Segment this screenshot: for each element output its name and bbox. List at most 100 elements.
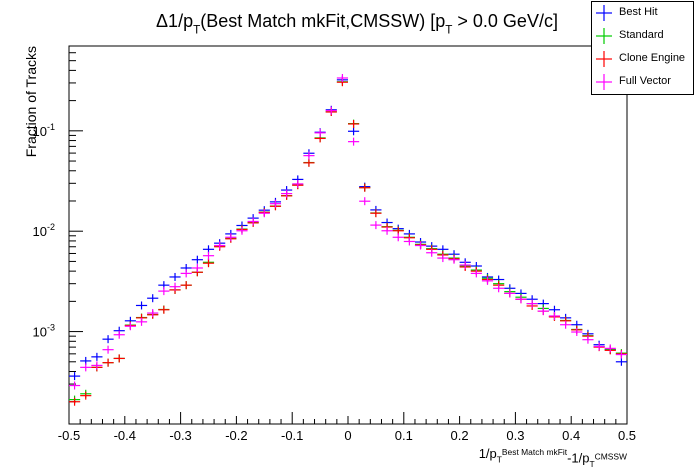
data-point [225, 233, 237, 242]
data-point [493, 284, 505, 293]
data-point [403, 237, 415, 246]
data-point [147, 309, 159, 318]
data-point [292, 179, 304, 188]
data-point [135, 301, 148, 310]
series-standard [69, 77, 627, 404]
legend-marker-standard [596, 28, 612, 44]
data-point [381, 226, 393, 235]
data-point [615, 357, 627, 366]
data-point [158, 287, 170, 296]
chart-title-text: Δ1/pT(Best Match mkFit,CMSSW) [pT > 0.0 … [156, 11, 558, 36]
data-point [303, 151, 315, 160]
data-point [325, 106, 337, 115]
legend: Best Hit Standard Clone Engine Full Vect… [591, 1, 694, 95]
data-point [537, 307, 549, 316]
data-point [158, 305, 170, 314]
x-tick-label: 0.2 [451, 428, 469, 443]
data-point [504, 289, 516, 298]
data-point [426, 248, 438, 257]
x-tick-label: 0.3 [506, 428, 524, 443]
data-point [113, 330, 125, 339]
series-layer [69, 73, 627, 406]
y-tick-label: 10-2 [33, 222, 55, 239]
data-point [191, 255, 203, 264]
data-point [124, 322, 136, 331]
data-point [571, 328, 583, 337]
data-point [102, 358, 114, 367]
data-point [348, 119, 360, 128]
data-point [414, 241, 427, 250]
x-tick-label: -0.4 [114, 428, 136, 443]
data-point [258, 209, 270, 218]
x-tick-label: 0.5 [618, 428, 636, 443]
data-point [470, 269, 482, 278]
y-axis-label-text: Fraction of Tracks [23, 46, 39, 157]
y-tick-label: 10-1 [33, 122, 55, 139]
data-point [247, 217, 259, 226]
chart-title: Δ1/pT(Best Match mkFit,CMSSW) [pT > 0.0 … [156, 11, 558, 36]
data-point [135, 317, 148, 326]
data-point [69, 372, 81, 381]
data-point [582, 335, 594, 344]
data-point [437, 254, 449, 263]
x-tick-label: -0.1 [281, 428, 303, 443]
data-point [370, 221, 382, 230]
data-point [169, 272, 181, 281]
data-point [281, 189, 293, 198]
legend-marker-clone-engine [596, 51, 612, 67]
data-point [348, 137, 360, 146]
legend-marker-best-hit [596, 5, 612, 21]
data-point [69, 381, 81, 390]
data-point [102, 335, 114, 344]
legend-item-clone-engine: Clone Engine [592, 48, 693, 71]
plot-frame [68, 45, 628, 425]
data-point [515, 295, 527, 304]
y-tick-label: 10-3 [33, 323, 55, 340]
data-point [359, 197, 371, 206]
series-clone-engine [69, 78, 627, 406]
data-point [526, 299, 538, 308]
legend-label-clone-engine: Clone Engine [619, 52, 686, 64]
x-axis-label-text: 1/pTBest Match mkFit-1/pTCMSSW [479, 446, 627, 469]
data-point [69, 397, 81, 406]
data-point [80, 363, 92, 372]
legend-item-full-vector: Full Vector [592, 71, 693, 94]
data-point [604, 344, 616, 353]
legend-item-standard: Standard [592, 25, 693, 48]
data-point [303, 158, 315, 167]
data-point [180, 281, 192, 290]
data-point [113, 354, 125, 363]
data-point [448, 255, 460, 264]
data-point [180, 269, 192, 278]
legend-label-best-hit: Best Hit [619, 6, 658, 18]
data-point [548, 311, 561, 320]
data-point [348, 127, 360, 136]
data-point [169, 282, 181, 291]
series-best-hit [69, 75, 627, 381]
data-point [392, 233, 404, 242]
legend-label-standard: Standard [619, 29, 664, 41]
data-point [314, 128, 326, 137]
x-axis: -0.5 -0.4 -0.3 -0.2 -0.1 0 0.1 0.2 0.3 0.4 0.5 [58, 412, 636, 443]
data-point [560, 320, 572, 329]
data-point [102, 345, 114, 354]
data-point [370, 209, 382, 218]
data-point [91, 352, 103, 361]
y-axis: 10-3 10-2 10-1 [33, 52, 83, 403]
data-point [80, 391, 92, 400]
data-point [191, 263, 203, 272]
x-tick-label: -0.2 [225, 428, 247, 443]
data-point [336, 73, 348, 82]
x-tick-label: 0 [344, 428, 351, 443]
data-point [615, 350, 627, 359]
x-tick-label: 0.4 [562, 428, 580, 443]
data-point [202, 251, 215, 260]
series-full-vector [69, 73, 627, 390]
x-tick-label: -0.5 [58, 428, 80, 443]
legend-label-full-vector: Full Vector [619, 75, 671, 87]
data-point [459, 261, 471, 270]
data-point [202, 259, 215, 268]
y-axis-label: Fraction of Tracks [23, 46, 39, 157]
data-point [481, 276, 494, 285]
